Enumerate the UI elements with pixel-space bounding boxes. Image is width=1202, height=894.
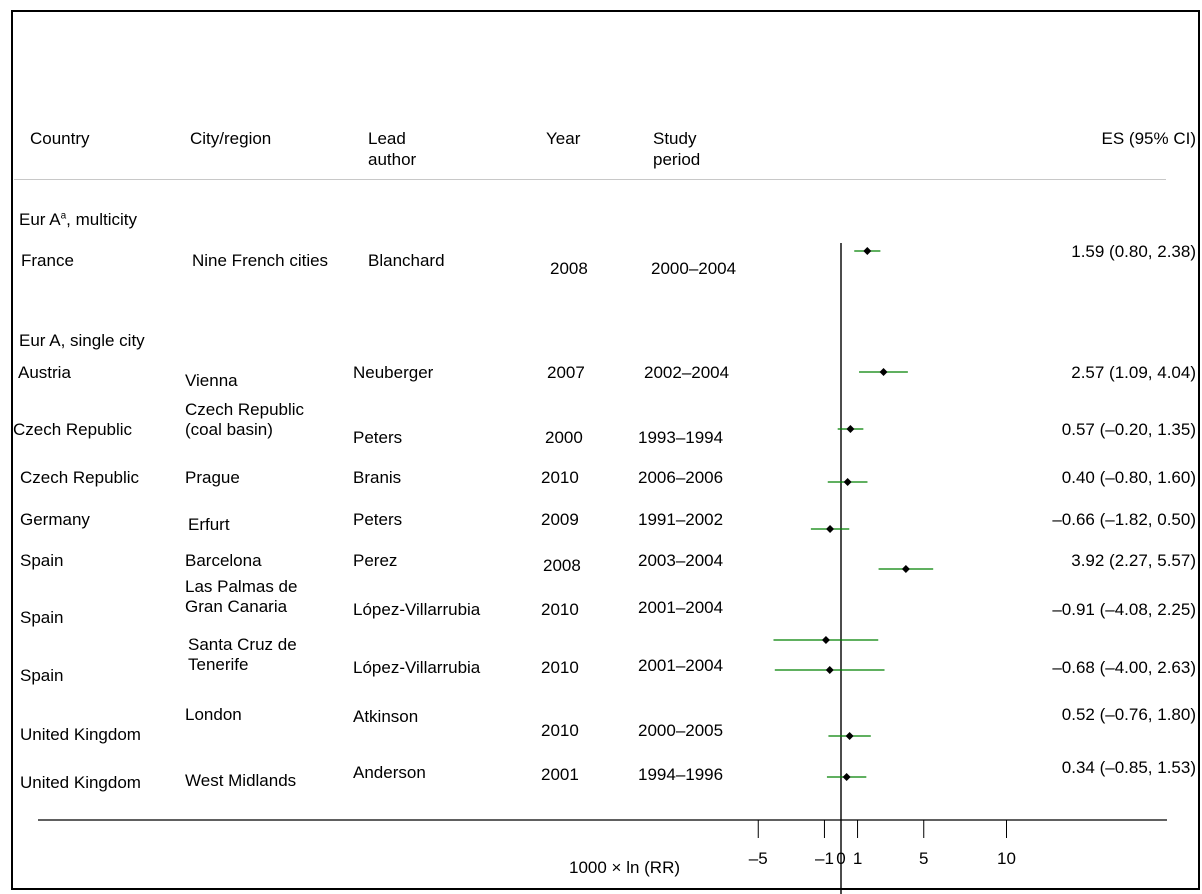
point-estimate [842, 773, 851, 781]
header-year: Year [546, 129, 581, 148]
row-year: 2008 [550, 259, 588, 278]
header-period-line1: Study [653, 129, 697, 148]
row-city: London [185, 705, 242, 724]
group-label-multicity: Eur Aa, multicity [19, 210, 137, 229]
row-period: 2001–2004 [638, 656, 724, 675]
point-estimate [901, 565, 910, 573]
row-country: Czech Republic [13, 420, 133, 439]
row-es-ci: –0.68 (–4.00, 2.63) [1052, 658, 1196, 677]
row-author: López-Villarrubia [353, 600, 481, 619]
figure-frame [11, 10, 1200, 890]
row-city-line2: (coal basin) [185, 420, 273, 439]
row-es-ci: 2.57 (1.09, 4.04) [1071, 363, 1196, 382]
row-country: Spain [20, 551, 64, 570]
row-es-ci: 0.40 (–0.80, 1.60) [1061, 468, 1196, 487]
row-author: Neuberger [353, 363, 434, 382]
row-author: Peters [353, 510, 403, 529]
row-author: Anderson [353, 763, 426, 782]
row-city-line2: Gran Canaria [185, 597, 288, 616]
x-tick-label: –1 [815, 849, 834, 868]
row-country: United Kingdom [20, 773, 141, 792]
row-es-ci: 0.57 (–0.20, 1.35) [1061, 420, 1196, 439]
row-author: Perez [353, 551, 398, 570]
row-author: López-Villarrubia [353, 658, 481, 677]
row-country: United Kingdom [20, 725, 141, 744]
header-period-line2: period [653, 150, 701, 169]
row-city: Barcelona [185, 551, 262, 570]
header-es: ES (95% CI) [1101, 129, 1196, 148]
row-period: 1994–1996 [638, 765, 724, 784]
row-year: 2001 [541, 765, 579, 784]
row-year: 2008 [543, 556, 581, 575]
group-label-single: Eur A, single city [19, 331, 145, 350]
row-period: 2001–2004 [638, 598, 724, 617]
row-period: 1991–2002 [638, 510, 724, 529]
row-city: Nine French cities [192, 251, 329, 270]
row-period: 2006–2006 [638, 468, 724, 487]
row-es-ci: –0.66 (–1.82, 0.50) [1052, 510, 1196, 529]
point-estimate [843, 478, 852, 486]
header-city: City/region [190, 129, 272, 148]
row-period: 2003–2004 [638, 551, 724, 570]
row-year: 2000 [545, 428, 583, 447]
row-es-ci: –0.91 (–4.08, 2.25) [1052, 600, 1196, 619]
row-city-line1: Santa Cruz de [188, 635, 297, 654]
header-rule [14, 179, 1166, 180]
row-author: Atkinson [353, 707, 419, 726]
header-country: Country [30, 129, 90, 148]
x-tick-label: 0 [836, 849, 845, 868]
row-year: 2010 [541, 658, 579, 677]
point-estimate [821, 636, 830, 644]
point-estimate [825, 666, 834, 674]
row-es-ci: 0.52 (–0.76, 1.80) [1061, 705, 1196, 724]
row-city: West Midlands [185, 771, 297, 790]
point-estimate [846, 425, 855, 433]
row-city-line1: Czech Republic [185, 400, 305, 419]
x-tick-label: 1 [853, 849, 862, 868]
row-country: France [21, 251, 74, 270]
row-country: Spain [20, 666, 64, 685]
row-city: Erfurt [188, 515, 230, 534]
x-tick-label: –5 [749, 849, 768, 868]
row-year: 2010 [541, 600, 579, 619]
row-year: 2007 [547, 363, 585, 382]
row-year: 2010 [541, 721, 579, 740]
point-estimate [845, 732, 854, 740]
row-period: 2002–2004 [644, 363, 730, 382]
row-country: Czech Republic [20, 468, 140, 487]
x-tick-label: 10 [997, 849, 1016, 868]
row-period: 1993–1994 [638, 428, 724, 447]
row-period: 2000–2005 [638, 721, 724, 740]
point-estimate [826, 525, 835, 533]
point-estimate [863, 247, 872, 255]
row-author: Branis [353, 468, 402, 487]
point-estimate [879, 368, 888, 376]
row-year: 2009 [541, 510, 579, 529]
row-author: Blanchard [368, 251, 445, 270]
x-axis-label: 1000 × ln (RR) [569, 858, 681, 877]
row-city-line2: Tenerife [188, 655, 249, 674]
row-year: 2010 [541, 468, 579, 487]
row-country: Austria [18, 363, 71, 382]
row-author: Peters [353, 428, 403, 447]
row-period: 2000–2004 [651, 259, 737, 278]
header-author-line1: Lead [368, 129, 406, 148]
row-city: Prague [185, 468, 240, 487]
row-es-ci: 0.34 (–0.85, 1.53) [1061, 758, 1196, 777]
x-tick-label: 5 [919, 849, 928, 868]
row-city-line1: Las Palmas de [185, 577, 298, 596]
row-es-ci: 1.59 (0.80, 2.38) [1071, 242, 1196, 261]
header-author-line2: author [368, 150, 417, 169]
row-country: Germany [20, 510, 90, 529]
row-city: Vienna [185, 371, 238, 390]
row-es-ci: 3.92 (2.27, 5.57) [1071, 551, 1196, 570]
row-country: Spain [20, 608, 64, 627]
